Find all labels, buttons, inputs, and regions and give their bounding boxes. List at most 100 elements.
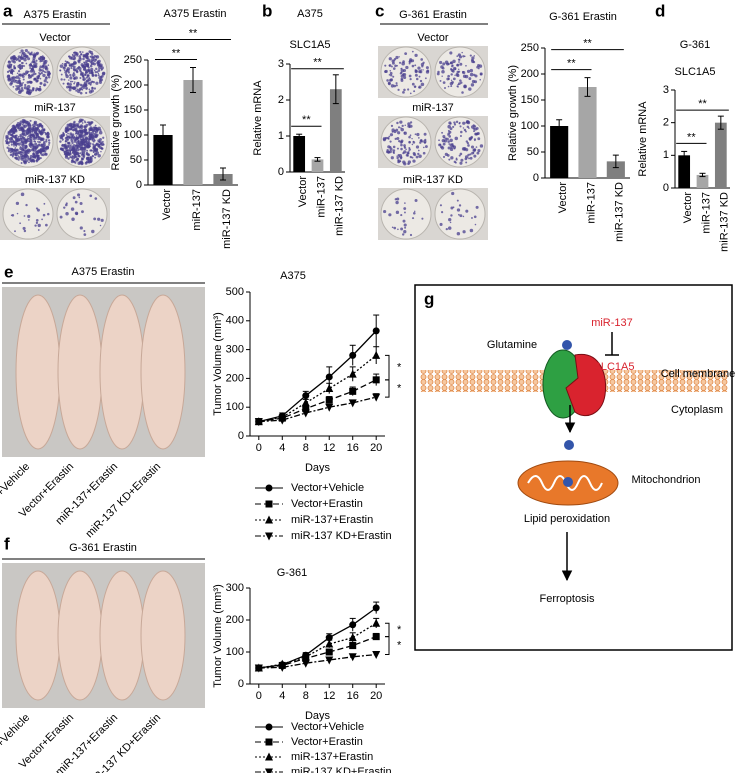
colony xyxy=(37,87,42,92)
colony xyxy=(448,121,452,125)
colony xyxy=(469,68,474,73)
colony xyxy=(402,160,406,164)
colony xyxy=(29,124,32,127)
colony xyxy=(397,131,401,135)
colony xyxy=(88,50,92,53)
colony xyxy=(19,122,22,125)
colony xyxy=(454,74,456,77)
colony xyxy=(450,214,453,217)
colony xyxy=(459,79,462,82)
colony xyxy=(44,67,49,71)
colony xyxy=(15,201,20,206)
colony xyxy=(72,63,75,66)
colony xyxy=(94,148,97,151)
colony xyxy=(26,81,30,84)
colony xyxy=(65,129,69,132)
colony xyxy=(473,130,476,133)
sig-bracket xyxy=(385,379,390,398)
colony xyxy=(459,62,463,66)
colony xyxy=(34,142,38,146)
colony xyxy=(90,62,93,66)
series-line xyxy=(258,396,377,423)
colony xyxy=(83,130,87,133)
colony xyxy=(392,151,396,155)
marker xyxy=(265,723,273,731)
marker xyxy=(372,376,380,384)
colony xyxy=(67,132,69,135)
colony xyxy=(79,140,83,144)
colony xyxy=(79,57,82,60)
y-tick-label: 200 xyxy=(521,68,539,80)
colony xyxy=(72,58,75,61)
colony xyxy=(390,124,394,127)
bar xyxy=(153,135,173,185)
colony xyxy=(23,144,26,147)
colony xyxy=(468,87,472,91)
colony xyxy=(69,73,72,77)
colony xyxy=(32,160,36,163)
panel-letter: c xyxy=(375,1,384,20)
colony xyxy=(394,137,397,141)
colony xyxy=(66,85,69,89)
colony xyxy=(464,130,467,133)
colony xyxy=(97,69,101,72)
colony xyxy=(412,151,416,155)
y-tick-label: 400 xyxy=(226,315,244,327)
colony xyxy=(67,141,71,145)
x-tick-label: 16 xyxy=(347,690,359,702)
colony xyxy=(40,59,44,62)
colony xyxy=(43,61,47,65)
colony xyxy=(439,204,443,207)
colony xyxy=(27,57,31,61)
colony xyxy=(32,70,36,73)
colony xyxy=(35,218,39,222)
row-label: miR-137 xyxy=(34,102,76,114)
colony xyxy=(403,230,407,234)
colony xyxy=(399,120,403,124)
mouse xyxy=(99,570,145,701)
colony xyxy=(45,138,48,141)
colony xyxy=(462,230,466,234)
colony xyxy=(395,55,399,60)
colony xyxy=(23,215,26,217)
colony xyxy=(15,75,19,79)
marker xyxy=(372,618,381,627)
colony xyxy=(84,70,88,74)
y-tick-label: 1 xyxy=(278,130,284,142)
colony xyxy=(472,124,475,127)
colony xyxy=(86,57,88,60)
legend-label: Vector+Erastin xyxy=(291,498,363,510)
colony xyxy=(409,77,412,81)
colony xyxy=(75,135,78,137)
colony xyxy=(45,223,48,227)
colony xyxy=(459,152,463,156)
colony xyxy=(75,212,79,216)
colony xyxy=(11,148,13,151)
colony xyxy=(447,77,450,81)
colony xyxy=(400,214,403,217)
colony xyxy=(391,226,394,229)
colony xyxy=(88,60,90,62)
colony xyxy=(32,145,37,150)
colony xyxy=(87,66,90,69)
colony xyxy=(414,133,417,136)
colony xyxy=(82,57,85,61)
colony xyxy=(72,144,76,148)
colony xyxy=(408,141,411,143)
colony xyxy=(447,140,450,143)
colony xyxy=(438,139,440,142)
colony xyxy=(10,214,13,216)
colony xyxy=(90,67,94,72)
colony xyxy=(68,86,72,89)
colony xyxy=(444,87,446,89)
colony xyxy=(75,53,77,56)
colony xyxy=(418,70,422,74)
colony xyxy=(450,73,453,76)
colony xyxy=(37,223,41,228)
glutamine-dot xyxy=(564,440,574,450)
colony xyxy=(81,122,84,124)
colony xyxy=(74,151,78,156)
colony xyxy=(83,230,86,233)
marker xyxy=(278,416,287,425)
colony xyxy=(89,160,93,164)
